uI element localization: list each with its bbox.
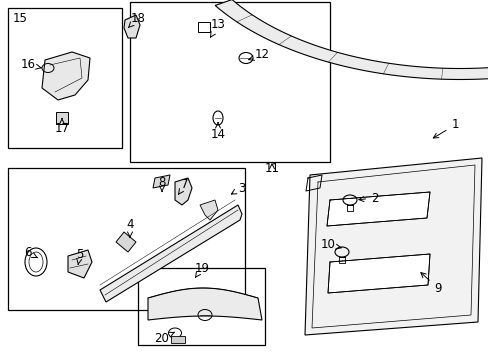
Polygon shape xyxy=(215,0,488,80)
Bar xyxy=(198,22,209,32)
Polygon shape xyxy=(116,232,136,252)
Text: 12: 12 xyxy=(248,49,269,62)
Text: 16: 16 xyxy=(20,58,41,72)
Text: 10: 10 xyxy=(320,238,341,252)
Text: 3: 3 xyxy=(231,181,245,194)
Text: 2: 2 xyxy=(358,192,378,204)
Text: 15: 15 xyxy=(13,12,27,24)
Text: 19: 19 xyxy=(194,261,209,278)
Bar xyxy=(138,268,264,345)
Polygon shape xyxy=(68,250,92,278)
Polygon shape xyxy=(175,178,192,205)
Polygon shape xyxy=(42,52,90,100)
Polygon shape xyxy=(305,158,481,335)
Bar xyxy=(8,168,244,310)
Bar xyxy=(171,336,184,343)
Polygon shape xyxy=(124,15,140,38)
Text: 1: 1 xyxy=(432,118,458,138)
Polygon shape xyxy=(148,288,262,320)
Text: 14: 14 xyxy=(210,123,225,141)
Bar xyxy=(130,2,329,162)
Text: 4: 4 xyxy=(126,219,134,237)
Text: 9: 9 xyxy=(420,273,441,294)
Bar xyxy=(8,8,122,148)
Text: 13: 13 xyxy=(210,18,225,37)
Polygon shape xyxy=(200,200,218,220)
Polygon shape xyxy=(326,192,429,226)
Text: 7: 7 xyxy=(178,179,188,194)
Text: 6: 6 xyxy=(24,247,37,260)
Polygon shape xyxy=(327,254,429,293)
Text: 17: 17 xyxy=(54,118,69,135)
Text: 18: 18 xyxy=(128,12,145,27)
Polygon shape xyxy=(100,205,242,302)
Text: 5: 5 xyxy=(76,248,83,264)
Bar xyxy=(56,112,68,124)
Polygon shape xyxy=(153,175,170,188)
Text: 11: 11 xyxy=(264,162,279,175)
Text: 20: 20 xyxy=(154,332,174,345)
Text: 8: 8 xyxy=(158,175,165,192)
